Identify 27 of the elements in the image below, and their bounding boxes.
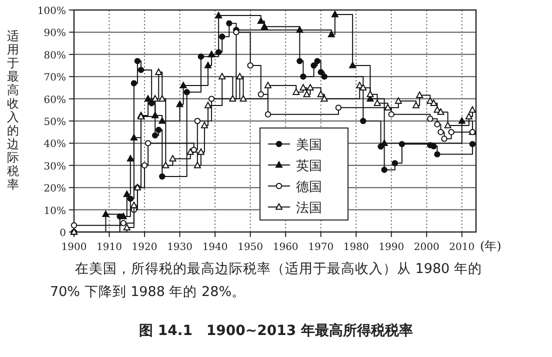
y-tick-label: 0 xyxy=(60,228,66,239)
y-tick-label: 20% xyxy=(44,184,66,195)
x-tick-label: 1930 xyxy=(167,242,193,253)
x-axis-title: (年) xyxy=(480,239,502,253)
y-tick-label: 50% xyxy=(44,117,66,128)
y-tick-label: 30% xyxy=(44,161,66,172)
x-tick-label: 1940 xyxy=(202,242,228,253)
x-tick-label: 1900 xyxy=(61,242,87,253)
x-tick-label: 1910 xyxy=(96,242,122,253)
x-tick-label: 2010 xyxy=(449,242,475,253)
x-tick-label: 1990 xyxy=(378,242,404,253)
y-tick-label: 90% xyxy=(44,28,66,40)
y-tick-label: 80% xyxy=(44,50,66,62)
x-tick-label: 1920 xyxy=(132,242,158,253)
x-tick-label: 2000 xyxy=(414,242,440,253)
y-tick-label: 40% xyxy=(44,139,66,150)
x-tick-label: 1980 xyxy=(343,242,369,253)
y-tick-label: 70% xyxy=(44,72,66,84)
y-tick-label: 10% xyxy=(44,206,66,217)
y-tick-label: 60% xyxy=(44,94,66,106)
x-tick-label: 1970 xyxy=(308,242,334,253)
x-tick-label: 1960 xyxy=(272,242,298,253)
y-tick-label: 100% xyxy=(37,6,66,17)
x-tick-label: 1950 xyxy=(238,242,264,253)
text: 在美国，所得税的最高边际税率（适用于最高收入）从 1980 年的 70% 下降到 1988 年的 28%。 xyxy=(50,260,483,302)
text: 图 14.1 1900~2013 年最高所得税税率 xyxy=(138,322,414,340)
text: 适用于最高收入的边际税率 xyxy=(7,29,19,192)
